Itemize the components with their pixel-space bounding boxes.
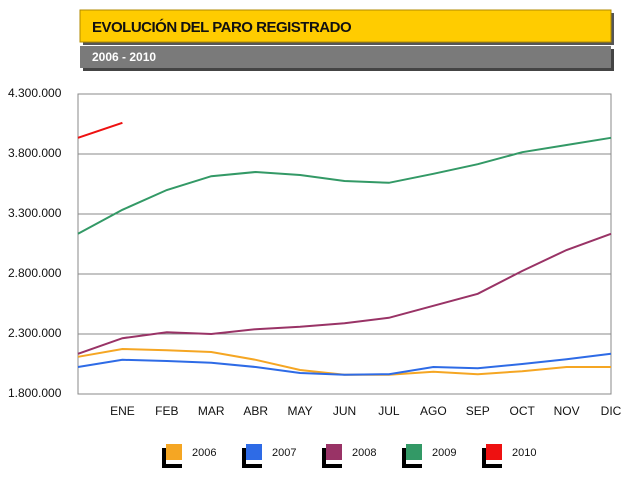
series-line <box>77 232 612 355</box>
legend-swatch <box>166 444 182 460</box>
legend-swatch <box>406 444 422 460</box>
y-tick-label: 3.300.000 <box>8 206 62 220</box>
subtitle-bar <box>80 46 611 68</box>
x-tick-label: SEP <box>466 404 490 418</box>
series-line <box>77 352 612 376</box>
x-tick-label: JUL <box>378 404 400 418</box>
y-tick-label: 3.800.000 <box>8 146 62 160</box>
legend-swatch <box>246 444 262 460</box>
series-line <box>77 136 612 235</box>
legend-label: 2008 <box>352 447 376 459</box>
x-tick-label: AGO <box>420 404 447 418</box>
chart-subtitle: 2006 - 2010 <box>92 50 156 64</box>
x-tick-label: DIC <box>601 404 622 418</box>
x-tick-label: FEB <box>155 404 178 418</box>
legend-label: 2007 <box>272 447 296 459</box>
x-tick-label: JUN <box>333 404 356 418</box>
legend-label: 2010 <box>512 447 536 459</box>
y-tick-label: 2.300.000 <box>8 326 62 340</box>
legend-label: 2006 <box>192 447 216 459</box>
x-tick-label: ABR <box>243 404 268 418</box>
series-line <box>77 347 611 376</box>
x-tick-label: OCT <box>509 404 535 418</box>
y-tick-label: 2.800.000 <box>8 266 62 280</box>
y-tick-label: 1.800.000 <box>8 386 62 400</box>
legend-label: 2009 <box>432 447 456 459</box>
legend-swatch <box>326 444 342 460</box>
legend-swatch <box>486 444 502 460</box>
chart-title: EVOLUCIÓN DEL PARO REGISTRADO <box>92 18 352 36</box>
x-tick-label: ENE <box>110 404 135 418</box>
x-tick-label: NOV <box>554 404 580 418</box>
series-line <box>77 121 123 139</box>
x-tick-label: MAY <box>288 404 313 418</box>
title-bar <box>79 9 612 43</box>
y-tick-label: 4.300.000 <box>8 86 62 100</box>
x-tick-label: MAR <box>198 404 225 418</box>
